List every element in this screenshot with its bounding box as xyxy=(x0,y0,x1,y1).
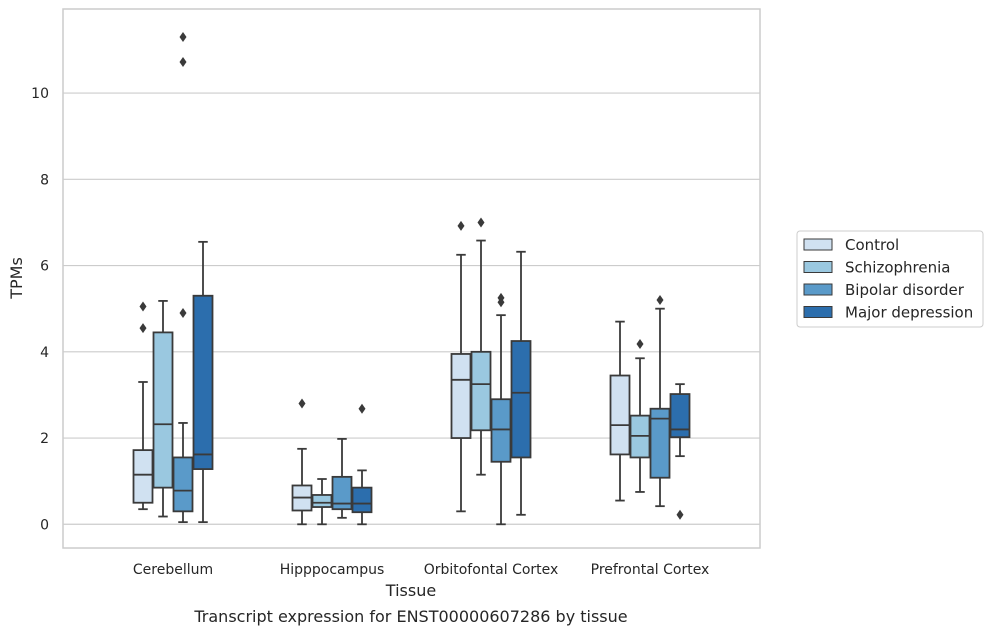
box-iqr xyxy=(152,331,174,489)
box-iqr xyxy=(669,393,691,439)
box-major-depression xyxy=(510,250,532,516)
box-iqr xyxy=(510,340,532,459)
outlier-point xyxy=(497,292,505,303)
y-tick-label: 8 xyxy=(40,172,49,188)
box-series xyxy=(132,32,691,526)
box-bipolar-disorder xyxy=(172,32,194,524)
x-tick-label: Orbitofontal Cortex xyxy=(424,562,559,578)
box-bipolar-disorder xyxy=(490,292,512,526)
legend-swatch xyxy=(803,261,833,273)
legend: Control Schizophrenia Bipolar disorder Majo… xyxy=(796,230,984,328)
y-tick-label: 0 xyxy=(40,517,49,533)
outlier-point xyxy=(298,398,306,409)
y-tick-label: 4 xyxy=(40,345,49,361)
box-control xyxy=(609,320,631,502)
box-schizophrenia xyxy=(629,339,651,493)
y-tick-label: 10 xyxy=(31,86,49,102)
y-tick-label: 2 xyxy=(40,431,49,447)
y-tick-label: 6 xyxy=(40,259,49,275)
legend-frame xyxy=(796,230,984,328)
legend-swatch xyxy=(803,238,833,251)
x-axis-label: Tissue xyxy=(385,581,436,600)
outlier-point xyxy=(676,509,684,520)
y-axis-label: TPMs xyxy=(7,257,26,300)
box-control xyxy=(132,301,154,511)
x-tick-label: Hipppocampus xyxy=(280,562,385,578)
box-control xyxy=(450,220,472,513)
legend-label: Major depression xyxy=(845,304,973,322)
outlier-point xyxy=(139,323,147,334)
box-iqr xyxy=(311,494,333,508)
box-schizophrenia xyxy=(152,300,174,518)
box-major-depression xyxy=(351,403,373,526)
box-control xyxy=(291,398,313,526)
box-schizophrenia xyxy=(311,478,333,526)
box-iqr xyxy=(192,294,214,470)
legend-label: Schizophrenia xyxy=(845,259,950,277)
box-iqr xyxy=(132,449,154,504)
chart-caption: Transcript expression for ENST0000060728… xyxy=(193,607,627,626)
box-iqr xyxy=(470,350,492,432)
box-iqr xyxy=(490,398,512,463)
legend-label: Bipolar disorder xyxy=(845,281,965,299)
box-iqr xyxy=(351,486,373,514)
outlier-point xyxy=(477,217,485,228)
outlier-point xyxy=(139,301,147,312)
box-iqr xyxy=(649,407,671,479)
box-schizophrenia xyxy=(470,217,492,476)
outlier-point xyxy=(179,32,187,43)
x-tick-label: Prefrontal Cortex xyxy=(591,562,710,578)
box-iqr xyxy=(609,374,631,456)
plot-frame xyxy=(62,8,761,549)
box-major-depression xyxy=(192,240,214,524)
box-bipolar-disorder xyxy=(331,438,353,519)
legend-swatch xyxy=(803,283,833,296)
outlier-point xyxy=(656,295,664,306)
outlier-point xyxy=(179,307,187,318)
y-tick-labels: 0 2 4 6 8 10 xyxy=(31,86,49,533)
box-iqr xyxy=(331,475,353,511)
box-major-depression xyxy=(669,383,691,520)
outlier-point xyxy=(179,57,187,68)
grid-lines xyxy=(63,92,760,525)
legend-label: Control xyxy=(845,236,899,254)
x-tick-label: Cerebellum xyxy=(133,562,213,578)
x-tick-labels: Cerebellum Hipppocampus Orbitofontal Corte… xyxy=(133,562,709,578)
legend-swatch xyxy=(803,306,833,318)
outlier-point xyxy=(636,339,644,350)
box-bipolar-disorder xyxy=(649,295,671,508)
outlier-point xyxy=(358,403,366,414)
box-iqr xyxy=(450,353,472,439)
box-iqr xyxy=(172,456,194,513)
outlier-point xyxy=(457,220,465,231)
